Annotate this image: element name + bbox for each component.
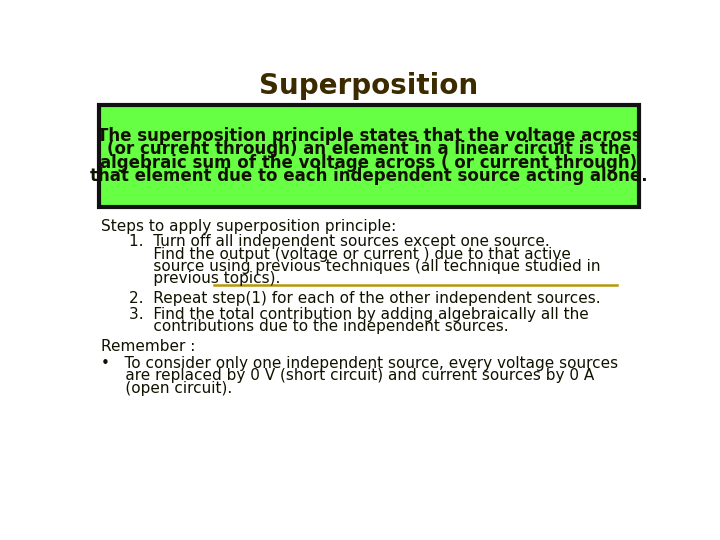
Text: 2.  Repeat step(1) for each of the other independent sources.: 2. Repeat step(1) for each of the other … (129, 291, 600, 306)
FancyBboxPatch shape (99, 105, 639, 207)
Text: (or current through) an element in a linear circuit is the: (or current through) an element in a lin… (107, 140, 631, 159)
Text: source using previous techniques (all technique studied in: source using previous techniques (all te… (129, 259, 600, 274)
Text: (open circuit).: (open circuit). (101, 381, 232, 395)
Text: 3.  Find the total contribution by adding algebraically all the: 3. Find the total contribution by adding… (129, 307, 588, 322)
Text: The superposition principle states that the voltage across: The superposition principle states that … (96, 127, 642, 145)
Text: Find the output (voltage or current ) due to that active: Find the output (voltage or current ) du… (129, 247, 571, 261)
Text: algebraic sum of the voltage across ( or current through): algebraic sum of the voltage across ( or… (100, 153, 638, 172)
Text: •   To consider only one independent source, every voltage sources: • To consider only one independent sourc… (101, 356, 618, 371)
Text: are replaced by 0 V (short circuit) and current sources by 0 A: are replaced by 0 V (short circuit) and … (101, 368, 594, 383)
Text: that element due to each independent source acting alone.: that element due to each independent sou… (90, 167, 648, 185)
Text: Superposition: Superposition (259, 72, 479, 100)
Text: contributions due to the independent sources.: contributions due to the independent sou… (129, 319, 508, 334)
Text: Remember :: Remember : (101, 339, 195, 354)
Text: Steps to apply superposition principle:: Steps to apply superposition principle: (101, 219, 396, 234)
Text: 1.  Turn off all independent sources except one source.: 1. Turn off all independent sources exce… (129, 234, 549, 249)
Text: previous topics).: previous topics). (129, 271, 280, 286)
